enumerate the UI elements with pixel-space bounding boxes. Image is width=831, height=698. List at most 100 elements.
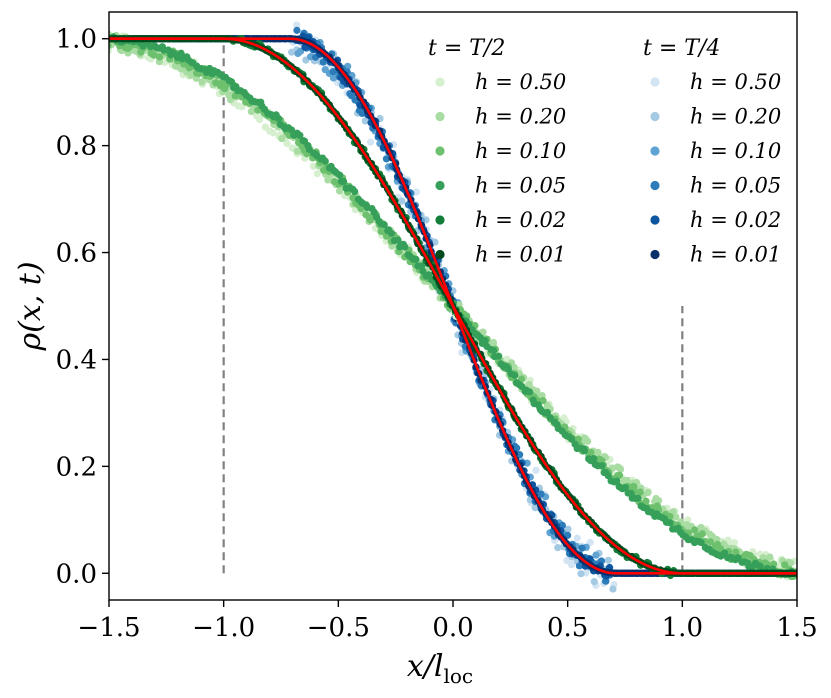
legend-marker xyxy=(435,215,445,225)
data-point xyxy=(564,525,572,533)
data-point xyxy=(672,513,680,521)
data-point xyxy=(321,157,329,165)
x-tick-label: 1.0 xyxy=(662,613,703,643)
data-point xyxy=(554,544,562,552)
data-point xyxy=(256,115,264,124)
legend-label: h = 0.20 xyxy=(475,105,566,129)
data-point xyxy=(592,551,600,559)
legend-marker xyxy=(435,249,445,260)
data-point xyxy=(398,197,406,205)
data-point xyxy=(525,388,534,396)
data-point xyxy=(587,448,595,457)
data-point xyxy=(636,488,644,496)
data-point xyxy=(590,455,598,463)
data-point xyxy=(344,62,352,70)
y-tick-label: 0.8 xyxy=(56,132,97,162)
data-point xyxy=(394,236,402,244)
x-axis-label: x/lloc xyxy=(407,649,473,688)
legend-marker xyxy=(650,111,660,122)
data-point xyxy=(490,346,498,355)
x-tick-label: −0.5 xyxy=(307,613,370,643)
data-point xyxy=(575,562,584,570)
data-point xyxy=(489,338,498,347)
legend-marker xyxy=(650,249,660,260)
data-point xyxy=(691,526,699,534)
data-point xyxy=(697,538,705,547)
data-point xyxy=(275,114,283,123)
data-point xyxy=(716,544,725,553)
data-point xyxy=(615,471,624,479)
data-point xyxy=(604,556,612,564)
data-point xyxy=(177,49,185,57)
legend-label: h = 0.02 xyxy=(475,208,566,232)
data-point xyxy=(621,483,629,492)
data-point xyxy=(495,352,503,360)
data-point xyxy=(567,435,576,443)
data-point xyxy=(616,465,625,473)
data-point xyxy=(578,544,586,552)
legend-marker xyxy=(650,215,660,225)
legend-label: h = 0.02 xyxy=(690,208,781,232)
data-point xyxy=(293,21,301,29)
data-point xyxy=(766,553,774,561)
data-point xyxy=(580,447,589,455)
legend-marker xyxy=(435,180,445,191)
legend-label: h = 0.05 xyxy=(690,174,781,198)
data-point xyxy=(730,539,738,547)
legend-marker xyxy=(435,77,445,87)
x-tick-label: 0.5 xyxy=(547,613,588,643)
data-point xyxy=(537,490,545,498)
legend-label: h = 0.10 xyxy=(475,139,566,163)
data-point xyxy=(187,71,195,79)
data-point xyxy=(781,561,789,569)
data-point xyxy=(150,51,158,59)
data-point xyxy=(602,577,610,585)
data-point xyxy=(787,559,795,567)
data-point xyxy=(269,129,277,137)
data-point xyxy=(543,408,551,417)
data-point xyxy=(324,176,332,184)
y-tick-label: 0.2 xyxy=(56,452,97,482)
data-point xyxy=(349,194,357,202)
legend-marker xyxy=(650,77,660,87)
legend-label: h = 0.01 xyxy=(475,243,566,267)
data-point xyxy=(732,548,740,556)
data-point xyxy=(361,117,369,125)
data-point xyxy=(336,171,344,179)
data-point xyxy=(517,375,526,383)
legend-marker xyxy=(435,111,445,122)
data-point xyxy=(513,444,521,452)
y-axis: 0.0 0.2 0.4 0.6 0.8 1.0 xyxy=(56,25,109,589)
legend-label: h = 0.50 xyxy=(475,70,566,94)
data-point xyxy=(573,534,581,542)
data-point xyxy=(516,451,524,459)
data-point xyxy=(293,26,301,34)
data-point xyxy=(401,243,409,251)
plot-area xyxy=(109,21,797,593)
x-tick-label: −1.0 xyxy=(192,613,255,643)
data-point xyxy=(525,380,533,389)
data-point xyxy=(706,538,715,546)
data-point xyxy=(155,53,164,61)
x-tick-label: 0.0 xyxy=(432,613,473,643)
data-point xyxy=(698,530,706,538)
y-tick-label: 0.4 xyxy=(56,345,97,375)
legend-marker xyxy=(650,146,660,156)
data-point xyxy=(351,188,359,196)
legend-marker xyxy=(435,146,445,156)
data-point xyxy=(577,570,585,578)
y-tick-label: 1.0 xyxy=(56,25,97,55)
data-point xyxy=(309,162,317,170)
data-point xyxy=(644,488,652,497)
data-point xyxy=(198,78,206,86)
data-point xyxy=(481,337,489,345)
x-axis: −1.5 −1.0 −0.5 0.0 0.5 1.0 1.5 xyxy=(77,600,818,643)
data-point xyxy=(531,504,539,512)
y-axis-label: ρ(x, t) xyxy=(13,261,48,351)
y-tick-label: 0.0 xyxy=(56,559,97,589)
data-point xyxy=(634,494,642,502)
data-point xyxy=(412,255,420,263)
data-point xyxy=(382,155,391,163)
reference-curve-2 xyxy=(109,37,797,575)
